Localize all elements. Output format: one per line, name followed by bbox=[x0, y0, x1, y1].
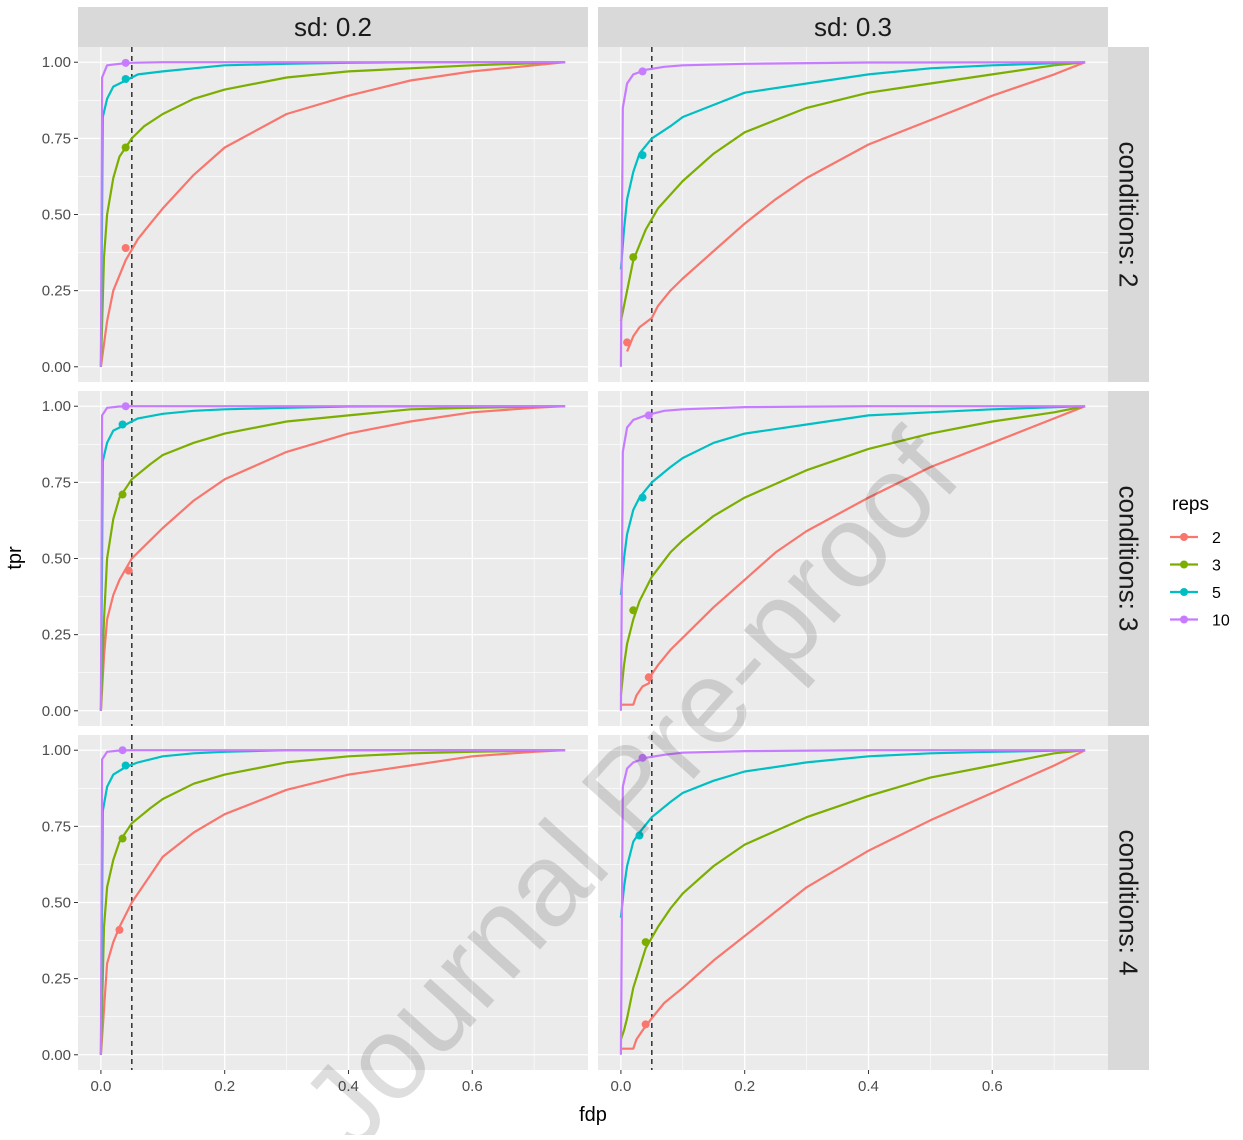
y-tick-label: 0.75 bbox=[42, 130, 71, 147]
row-strip-bg bbox=[1108, 391, 1149, 726]
facet-panel bbox=[78, 391, 588, 726]
series-line-reps-10 bbox=[619, 405, 1086, 711]
series-point-reps-10 bbox=[644, 411, 653, 420]
series-line-reps-10 bbox=[619, 749, 1086, 1055]
column-strip-bg bbox=[78, 7, 588, 47]
legend-label: 10 bbox=[1212, 613, 1230, 630]
x-tick-label: 0.4 bbox=[858, 1078, 879, 1095]
facet-panel bbox=[78, 735, 588, 1070]
series-point-reps-5 bbox=[118, 420, 127, 429]
row-strip-bg bbox=[1108, 47, 1149, 382]
y-tick-label: 0.25 bbox=[42, 627, 71, 644]
x-tick-label: 0.0 bbox=[610, 1078, 631, 1095]
x-tick-label: 0.4 bbox=[338, 1078, 359, 1095]
legend-label: 2 bbox=[1212, 530, 1221, 547]
series-line-reps-3 bbox=[99, 749, 566, 1055]
x-axis-title: fdp bbox=[579, 1104, 607, 1126]
column-strip-label: sd: 0.2 bbox=[294, 12, 372, 42]
series-line-reps-3 bbox=[619, 749, 1086, 1040]
series-point-reps-3 bbox=[641, 938, 650, 947]
series-point-reps-5 bbox=[121, 761, 130, 770]
x-tick-label: 0.6 bbox=[982, 1078, 1003, 1095]
column-strip-label: sd: 0.3 bbox=[814, 12, 892, 42]
x-tick-label: 0.2 bbox=[214, 1078, 235, 1095]
x-tick-label: 0.6 bbox=[462, 1078, 483, 1095]
series-line-reps-5 bbox=[619, 749, 1086, 918]
y-tick-label: 0.25 bbox=[42, 971, 71, 988]
legend-key-point bbox=[1180, 615, 1188, 624]
y-tick-label: 1.00 bbox=[42, 398, 71, 415]
y-tick-label: 1.00 bbox=[42, 742, 71, 759]
y-tick-label: 0.50 bbox=[42, 895, 71, 912]
series-point-reps-5 bbox=[638, 493, 647, 502]
series-point-reps-5 bbox=[635, 831, 644, 840]
series-point-reps-3 bbox=[118, 834, 127, 843]
y-tick-label: 0.75 bbox=[42, 474, 71, 491]
facet-panel bbox=[598, 735, 1108, 1070]
series-point-reps-10 bbox=[121, 402, 130, 411]
series-point-reps-2 bbox=[623, 338, 632, 347]
series-point-reps-2 bbox=[121, 244, 130, 252]
facet-panel bbox=[78, 47, 588, 382]
series-point-reps-2 bbox=[115, 925, 124, 934]
series-point-reps-2 bbox=[641, 1020, 650, 1029]
series-point-reps-10 bbox=[121, 58, 130, 67]
series-point-reps-5 bbox=[638, 151, 647, 160]
series-point-reps-3 bbox=[629, 253, 638, 262]
series-line-reps-2 bbox=[626, 61, 1086, 352]
y-tick-label: 0.00 bbox=[42, 703, 71, 720]
series-point-reps-2 bbox=[124, 566, 133, 575]
row-strip-bg bbox=[1108, 735, 1149, 1070]
series-line-reps-3 bbox=[99, 405, 566, 711]
series-line-reps-5 bbox=[619, 405, 1086, 596]
legend-key-point bbox=[1180, 533, 1188, 541]
y-tick-label: 0.50 bbox=[42, 207, 71, 224]
series-line-reps-2 bbox=[99, 61, 566, 367]
y-tick-label: 0.00 bbox=[42, 1047, 71, 1064]
series-point-reps-5 bbox=[121, 74, 130, 83]
series-line-reps-5 bbox=[99, 405, 566, 711]
row-strip-label: conditions: 2 bbox=[1114, 142, 1144, 288]
y-tick-label: 0.50 bbox=[42, 551, 71, 568]
series-point-reps-10 bbox=[638, 753, 647, 762]
series-point-reps-10 bbox=[118, 746, 127, 755]
facet-panel bbox=[598, 47, 1108, 382]
y-tick-label: 0.75 bbox=[42, 818, 71, 835]
legend-key-point bbox=[1180, 560, 1188, 569]
series-line-reps-10 bbox=[619, 61, 1086, 367]
series-line-reps-2 bbox=[99, 749, 566, 1055]
row-strip-label: conditions: 4 bbox=[1114, 830, 1144, 976]
series-point-reps-2 bbox=[644, 673, 653, 682]
series-line-reps-2 bbox=[620, 749, 1086, 1050]
legend-key-point bbox=[1180, 588, 1188, 596]
x-tick-label: 0.0 bbox=[90, 1078, 111, 1095]
y-axis-title: tpr bbox=[4, 546, 26, 570]
series-line-reps-5 bbox=[619, 61, 1086, 270]
series-line-reps-3 bbox=[99, 61, 566, 367]
row-strip-label: conditions: 3 bbox=[1114, 486, 1144, 632]
series-line-reps-3 bbox=[619, 405, 1086, 696]
y-tick-label: 0.00 bbox=[42, 359, 71, 376]
column-strip-bg bbox=[598, 7, 1108, 47]
series-line-reps-10 bbox=[99, 405, 566, 711]
legend-title: reps bbox=[1172, 494, 1209, 515]
legend-label: 5 bbox=[1212, 585, 1221, 602]
legend-label: 3 bbox=[1212, 558, 1221, 575]
series-point-reps-3 bbox=[121, 143, 130, 152]
y-tick-label: 0.25 bbox=[42, 283, 71, 300]
y-tick-label: 1.00 bbox=[42, 54, 71, 71]
series-point-reps-10 bbox=[638, 67, 647, 76]
series-line-reps-2 bbox=[620, 405, 1086, 706]
facet-panel bbox=[598, 391, 1108, 726]
series-line-reps-2 bbox=[99, 405, 566, 711]
x-tick-label: 0.2 bbox=[734, 1078, 755, 1095]
series-point-reps-3 bbox=[629, 606, 638, 615]
series-point-reps-3 bbox=[118, 490, 127, 499]
